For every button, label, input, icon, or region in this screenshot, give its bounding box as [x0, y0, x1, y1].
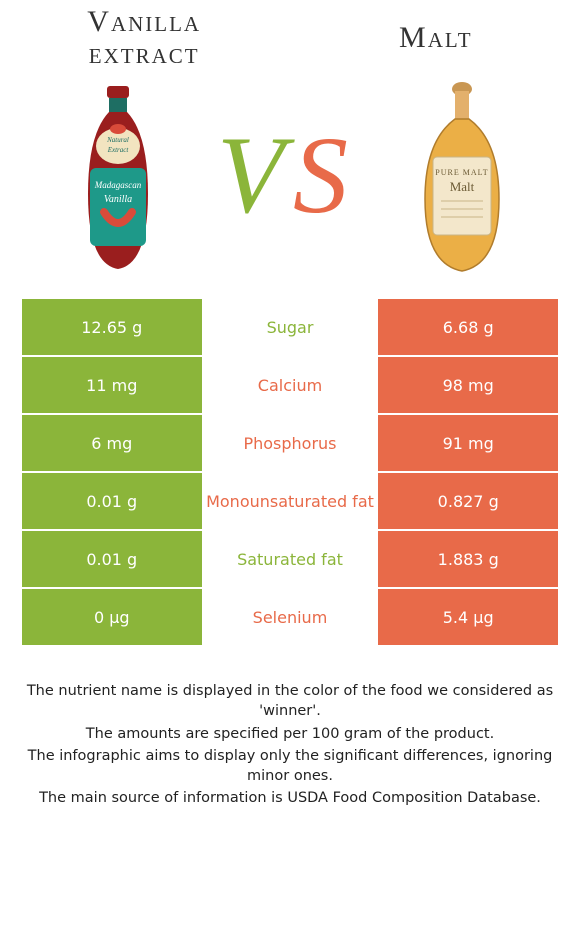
- footnote-line: The main source of information is USDA F…: [22, 788, 558, 808]
- table-row: 0.01 gMonounsaturated fat0.827 g: [22, 473, 558, 531]
- vs-label: V S: [215, 124, 365, 234]
- table-row: 0 µgSelenium5.4 µg: [22, 589, 558, 645]
- right-value: 91 mg: [378, 415, 558, 471]
- footnote-line: The amounts are specified per 100 gram o…: [22, 724, 558, 744]
- left-value: 0.01 g: [22, 531, 202, 587]
- nutrient-label: Phosphorus: [202, 415, 379, 471]
- table-row: 0.01 gSaturated fat1.883 g: [22, 531, 558, 589]
- footnote-line: The nutrient name is displayed in the co…: [22, 681, 558, 722]
- right-value: 6.68 g: [378, 299, 558, 355]
- left-food-image: Natural Extract Madagascan Vanilla: [30, 84, 207, 274]
- left-value: 0.01 g: [22, 473, 202, 529]
- left-food-title-line2: extract: [89, 37, 200, 70]
- right-food-title: Malt: [312, 22, 560, 54]
- vanilla-bottle-icon: Natural Extract Madagascan Vanilla: [68, 84, 168, 274]
- nutrient-label: Saturated fat: [202, 531, 379, 587]
- infographic-page: Vanilla extract Malt Natural Extract Mad…: [0, 0, 580, 809]
- right-value: 1.883 g: [378, 531, 558, 587]
- left-value: 12.65 g: [22, 299, 202, 355]
- right-value: 5.4 µg: [378, 589, 558, 645]
- table-row: 11 mgCalcium98 mg: [22, 357, 558, 415]
- right-value: 98 mg: [378, 357, 558, 413]
- left-value: 6 mg: [22, 415, 202, 471]
- right-value: 0.827 g: [378, 473, 558, 529]
- left-value: 11 mg: [22, 357, 202, 413]
- svg-text:Extract: Extract: [107, 146, 130, 154]
- svg-text:PURE MALT: PURE MALT: [435, 168, 488, 177]
- svg-text:Malt: Malt: [449, 179, 474, 194]
- malt-bottle-icon: PURE MALT Malt: [407, 79, 517, 279]
- svg-text:Natural: Natural: [106, 136, 129, 144]
- svg-text:S: S: [293, 124, 347, 234]
- hero-row: Natural Extract Madagascan Vanilla V S P…: [0, 69, 580, 299]
- footnotes: The nutrient name is displayed in the co…: [22, 681, 558, 809]
- nutrient-label: Monounsaturated fat: [202, 473, 379, 529]
- comparison-table: 12.65 gSugar6.68 g11 mgCalcium98 mg6 mgP…: [22, 299, 558, 645]
- titles-row: Vanilla extract Malt: [0, 0, 580, 69]
- nutrient-label: Calcium: [202, 357, 379, 413]
- left-food-title: Vanilla extract: [20, 6, 268, 69]
- footnote-line: The infographic aims to display only the…: [22, 746, 558, 787]
- right-food-image: PURE MALT Malt: [373, 79, 550, 279]
- table-row: 12.65 gSugar6.68 g: [22, 299, 558, 357]
- svg-text:V: V: [217, 124, 295, 234]
- nutrient-label: Selenium: [202, 589, 379, 645]
- svg-text:Madagascan: Madagascan: [94, 180, 142, 190]
- svg-text:Vanilla: Vanilla: [104, 194, 132, 205]
- nutrient-label: Sugar: [202, 299, 379, 355]
- table-row: 6 mgPhosphorus91 mg: [22, 415, 558, 473]
- left-food-title-line1: Vanilla: [87, 5, 201, 38]
- left-value: 0 µg: [22, 589, 202, 645]
